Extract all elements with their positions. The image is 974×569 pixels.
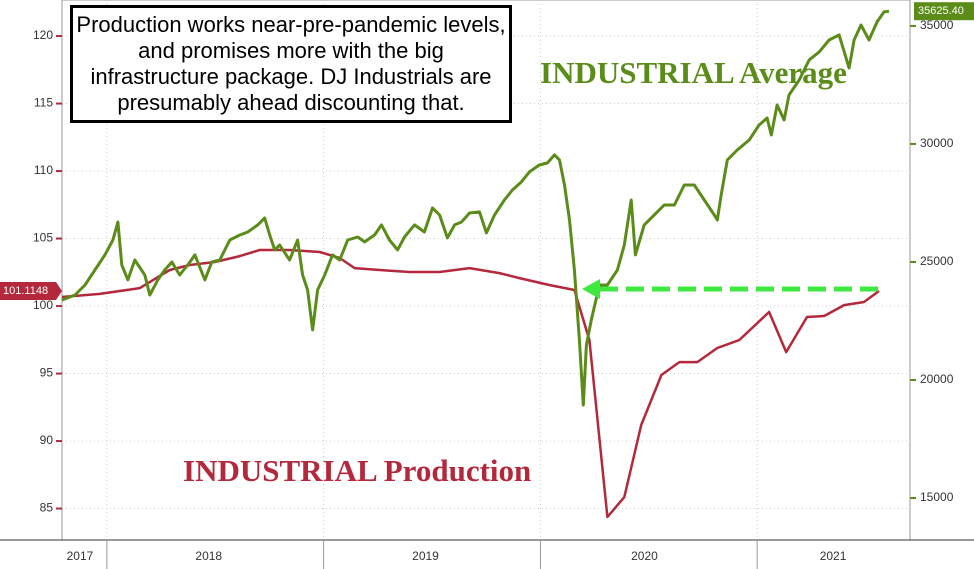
tag-bg: [0, 281, 62, 300]
y-tick-label: 90: [40, 433, 54, 447]
y2-tick-label: 25000: [920, 254, 954, 268]
y-tick-label: 110: [34, 163, 53, 177]
x-tick-label: 2018: [195, 549, 222, 563]
last-value-label: 35625.40: [918, 5, 964, 17]
arrow-head: [582, 279, 600, 299]
y-tick-label: 120: [33, 28, 53, 42]
y2-tick-label: 15000: [920, 490, 954, 504]
series-label: INDUSTRIAL Average: [540, 55, 847, 90]
last-value-tag: 35625.40: [914, 2, 974, 21]
y2-tick-label: 30000: [920, 136, 954, 150]
series-label: INDUSTRIAL Production: [183, 453, 531, 488]
x-tick-label: 2021: [820, 549, 847, 563]
y-tick-label: 100: [33, 298, 53, 312]
annotation-box: Production works near-pre-pandemic level…: [70, 5, 512, 123]
last-value-tag: 101.1148: [0, 281, 62, 300]
y-tick-label: 85: [40, 501, 54, 515]
tag-bg: [914, 2, 974, 21]
last-value-label: 101.1148: [3, 285, 48, 297]
y2-tick-label: 35000: [920, 18, 954, 32]
series-line: [61, 9, 890, 407]
x-tick-label: 2017: [67, 549, 94, 563]
y2-tick-label: 20000: [920, 372, 954, 386]
y-tick-label: 105: [33, 231, 53, 245]
x-tick-label: 2020: [631, 549, 658, 563]
x-tick-label: 2019: [412, 549, 439, 563]
series-line: [61, 248, 880, 519]
y-tick-label: 115: [34, 96, 53, 110]
arrow: [582, 279, 878, 299]
y-tick-label: 95: [40, 366, 54, 380]
